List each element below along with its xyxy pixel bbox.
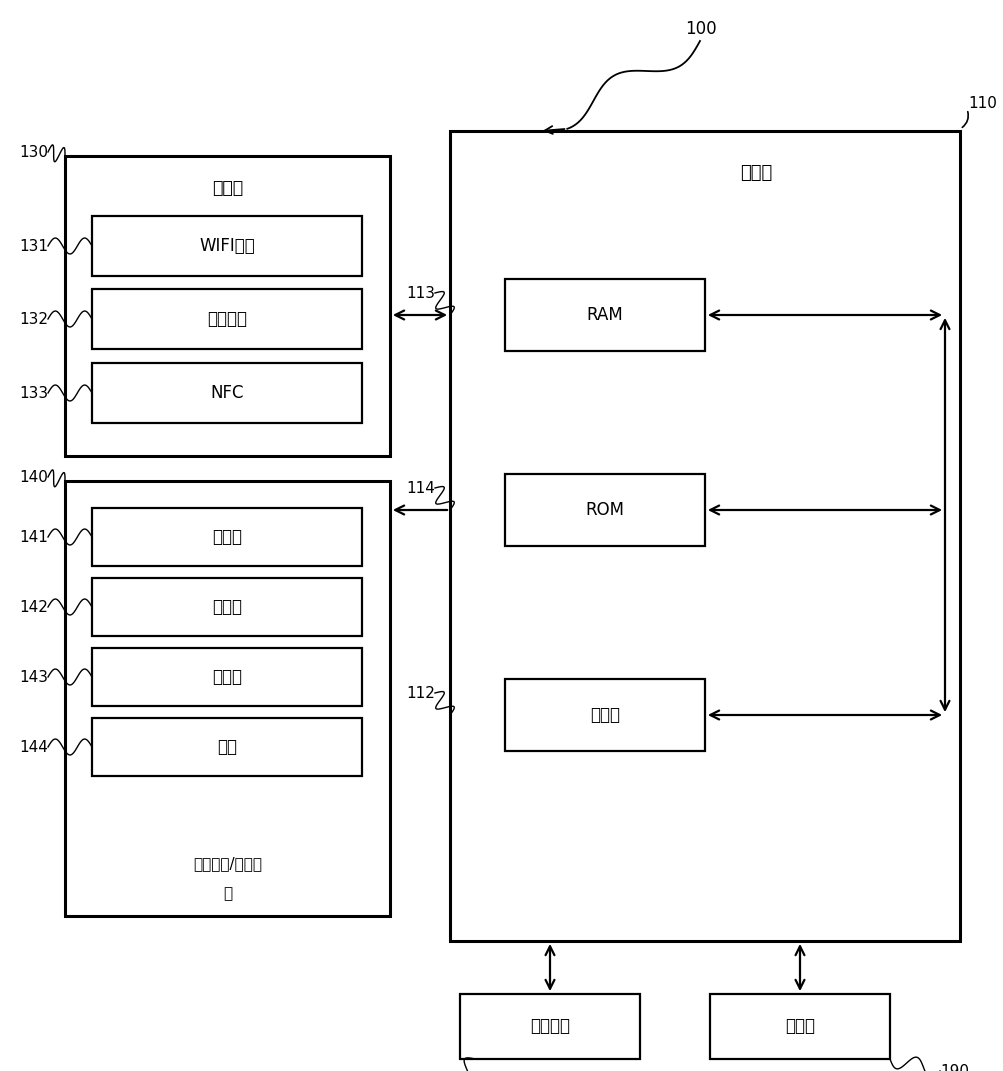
Text: 142: 142 [19,600,48,615]
Text: 麦克风: 麦克风 [212,528,242,546]
Text: 112: 112 [406,685,434,700]
Text: 140: 140 [19,469,48,484]
Bar [92,363,362,423]
Text: 蓝牙模块: 蓝牙模块 [207,310,247,328]
Text: 113: 113 [405,286,434,301]
Text: 口: 口 [223,887,232,902]
Text: 143: 143 [19,669,48,684]
Bar [709,994,889,1059]
Text: 存储器: 存储器 [784,1017,814,1036]
Text: 114: 114 [406,481,434,496]
Text: 供电电源: 供电电源 [530,1017,570,1036]
Bar [92,578,362,636]
Bar [505,280,704,351]
Text: 传感器: 传感器 [212,668,242,687]
Text: 190: 190 [939,1064,968,1071]
Bar [92,648,362,706]
Bar [505,474,704,546]
Bar [92,289,362,349]
Text: 用户输入/输出接: 用户输入/输出接 [193,857,262,872]
Bar [92,216,362,276]
Text: 131: 131 [19,239,48,254]
Bar [505,679,704,751]
Text: 133: 133 [19,386,48,401]
Text: ROM: ROM [585,501,624,519]
Text: 通信器: 通信器 [212,179,243,197]
Text: 处理器: 处理器 [590,706,620,724]
Text: 控制器: 控制器 [739,164,771,182]
Bar [65,481,389,916]
Bar [92,508,362,565]
Text: 144: 144 [19,739,48,754]
Text: RAM: RAM [586,306,623,325]
Text: 触摸板: 触摸板 [212,598,242,616]
Text: 141: 141 [19,529,48,544]
Bar [459,994,639,1059]
Bar [92,718,362,776]
Bar [65,156,389,456]
Text: 按键: 按键 [217,738,237,756]
Text: 132: 132 [19,312,48,327]
Text: WIFI模块: WIFI模块 [199,237,255,255]
Text: 130: 130 [19,145,48,160]
Text: 110: 110 [967,95,996,110]
Bar [449,131,959,941]
Text: NFC: NFC [210,384,244,402]
Text: 100: 100 [684,20,716,37]
